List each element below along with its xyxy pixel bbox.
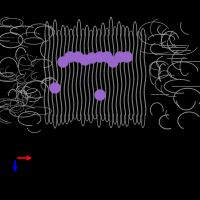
Circle shape [50,83,60,93]
Circle shape [95,52,105,62]
Circle shape [87,53,97,63]
Circle shape [58,57,68,67]
Circle shape [73,52,83,62]
Circle shape [115,52,125,62]
Circle shape [102,52,112,62]
Circle shape [95,90,105,100]
Circle shape [80,55,90,65]
Circle shape [65,52,75,62]
Circle shape [122,52,132,62]
Circle shape [108,57,118,67]
